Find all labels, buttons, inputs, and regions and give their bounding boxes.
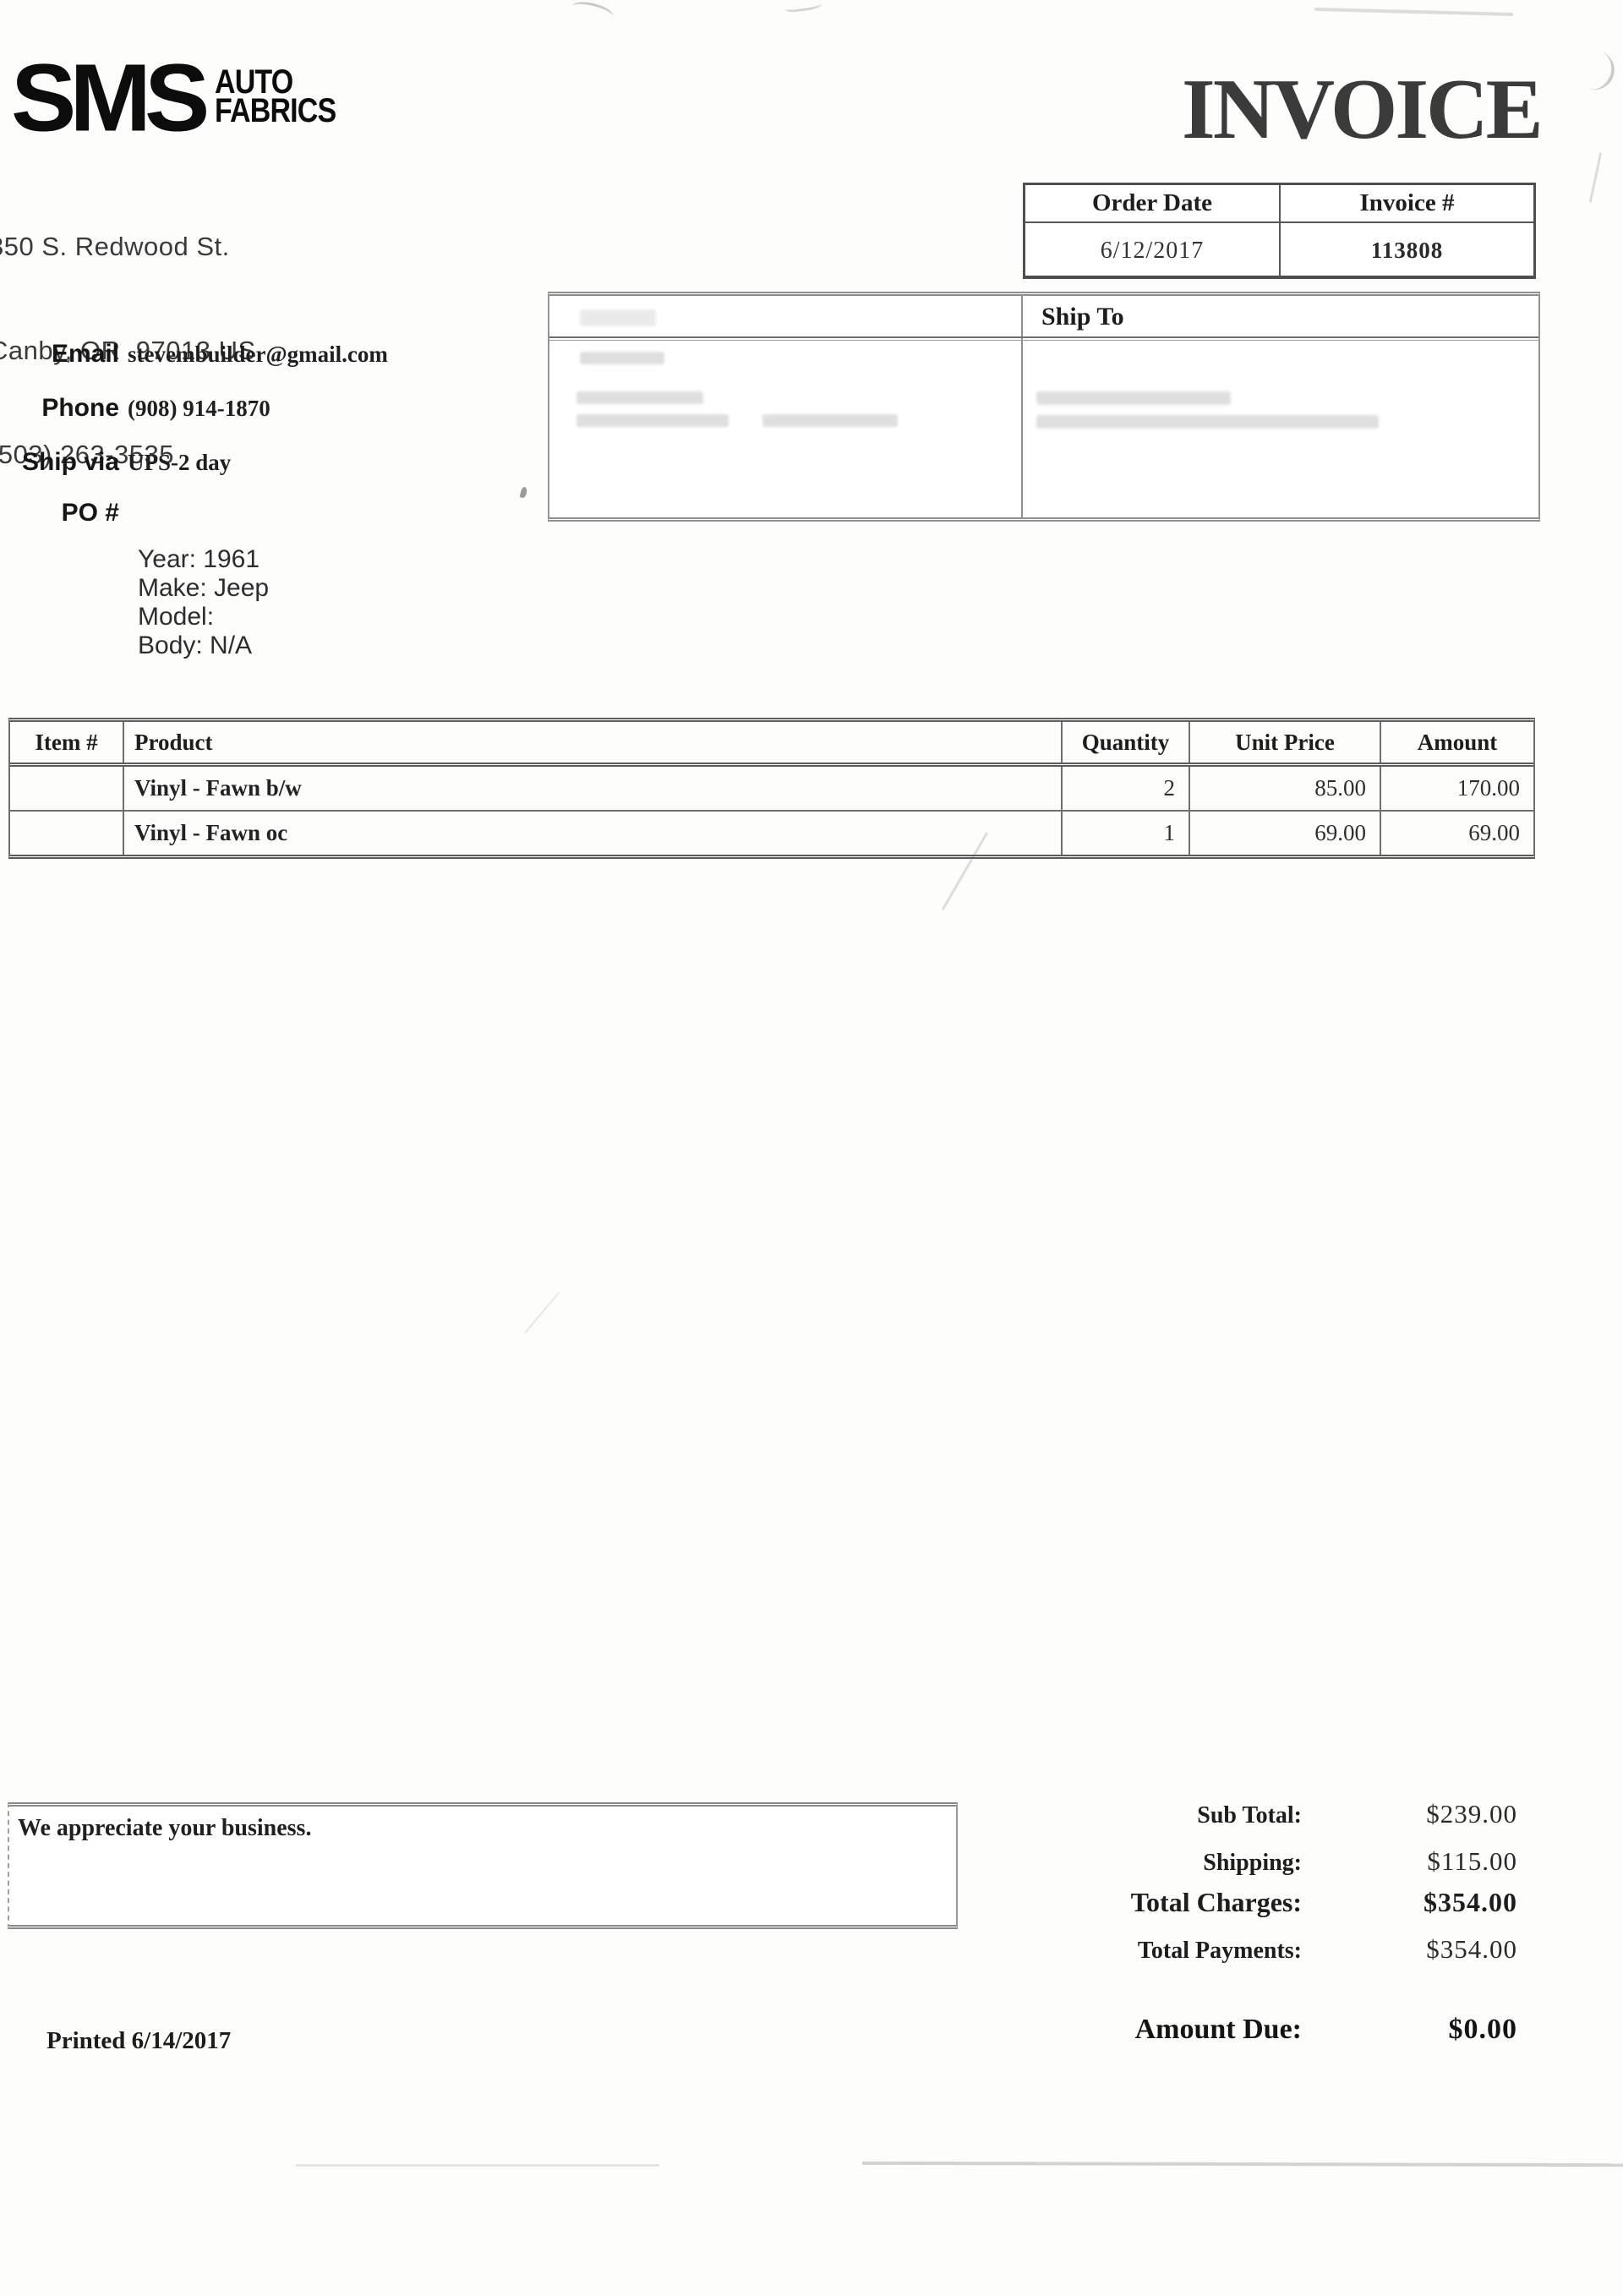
printed-date: Printed 6/14/2017 (46, 2027, 232, 2054)
ship-via-value: UPS-2 day (128, 450, 232, 475)
address-line-street: 350 S. Redwood St. (0, 232, 230, 261)
items-header-row: Item # Product Quantity Unit Price Amoun… (10, 722, 1533, 767)
phone-value: (908) 914-1870 (128, 396, 270, 421)
product-header: Product (124, 722, 1063, 763)
ship-to-box: Ship To (548, 292, 1540, 522)
redacted-text-smudge (577, 391, 703, 404)
table-row: Vinyl - Fawn b/w 2 85.00 170.00 (10, 767, 1533, 812)
customer-message-box: We appreciate your business. (8, 1802, 958, 1929)
vehicle-make: Make: Jeep (138, 574, 270, 602)
ship-to-header-rule (549, 336, 1538, 341)
invoice-title: INVOICE (1182, 62, 1544, 157)
scan-artifact-top-streak (1314, 7, 1514, 17)
unit-price-header: Unit Price (1190, 722, 1381, 763)
amount-due-value: $0.00 (1448, 2014, 1517, 2045)
ship-via-label: Ship via (21, 448, 119, 476)
order-date-value: 6/12/2017 (1025, 223, 1281, 278)
redacted-text-smudge (762, 414, 898, 427)
logo-sms-text: SMS (11, 43, 210, 151)
scan-artifact-right-edge (1588, 152, 1603, 203)
order-date-header: Order Date (1025, 185, 1281, 221)
contact-row-email: Email stevembuilder@gmail.com (0, 340, 388, 369)
total-payments-value: $354.00 (1426, 1934, 1517, 1964)
address-line-phone: (503) 263-3535 (0, 440, 174, 469)
company-address: 350 S. Redwood St. Canby, OR 97013 US (5… (0, 160, 256, 541)
scan-artifact-top-mark (784, 0, 822, 14)
redacted-text-smudge (1036, 415, 1379, 429)
item-number-cell (10, 767, 124, 810)
scan-artifact-top-squiggle (570, 0, 615, 25)
customer-message: We appreciate your business. (18, 1815, 312, 1841)
item-number-header: Item # (10, 722, 124, 763)
amount-due-label: Amount Due: (1134, 2014, 1302, 2045)
redacted-text-smudge (580, 352, 664, 364)
invoice-number-value: 113808 (1370, 238, 1444, 263)
scan-artifact-bottom-line (296, 2164, 659, 2167)
po-number-label: PO # (61, 499, 119, 527)
line-items-table: Item # Product Quantity Unit Price Amoun… (8, 718, 1535, 859)
logo-line-fabrics: FABRICS (215, 92, 336, 129)
shipping-value: $115.00 (1427, 1846, 1517, 1876)
unit-price-cell: 85.00 (1190, 767, 1381, 810)
scan-artifact-ink-speck (519, 486, 528, 499)
shipping-row: Shipping: $115.00 (926, 1846, 1517, 1877)
total-charges-value: $354.00 (1424, 1887, 1517, 1917)
order-info-value-row: 6/12/2017 113808 (1025, 223, 1533, 278)
scan-artifact-bottom-line (861, 2161, 1623, 2168)
item-number-cell (10, 812, 124, 855)
total-payments-row: Total Payments: $354.00 (926, 1934, 1517, 1965)
sub-total-label: Sub Total: (1197, 1802, 1302, 1829)
amount-cell: 170.00 (1456, 775, 1520, 801)
contact-row-phone: Phone (908) 914-1870 (0, 394, 270, 423)
invoice-number-header: Invoice # (1359, 189, 1455, 216)
company-logo: SMS AUTO FABRICS (11, 43, 358, 151)
sub-total-value: $239.00 (1426, 1799, 1517, 1829)
quantity-cell: 1 (1063, 812, 1190, 855)
amount-due-row: Amount Due: $0.00 (926, 2014, 1517, 2046)
order-info-table: Order Date Invoice # 6/12/2017 113808 (1023, 183, 1536, 279)
address-line-city: Canby, OR 97013 US (0, 336, 256, 365)
product-cell: Vinyl - Fawn oc (124, 812, 1063, 855)
redacted-text-smudge (1036, 391, 1231, 405)
phone-label: Phone (41, 394, 119, 422)
total-payments-label: Total Payments: (1137, 1938, 1302, 1964)
ship-to-label: Ship To (1041, 303, 1124, 331)
email-value: stevembuilder@gmail.com (128, 342, 388, 367)
amount-header: Amount (1417, 729, 1498, 755)
total-charges-row: Total Charges: $354.00 (926, 1887, 1517, 1918)
quantity-cell: 2 (1063, 767, 1190, 810)
contact-row-ship-via: Ship via UPS-2 day (0, 448, 231, 477)
table-row: Vinyl - Fawn oc 1 69.00 69.00 (10, 812, 1533, 855)
shipping-label: Shipping: (1203, 1850, 1302, 1876)
logo-line-auto: AUTO (215, 63, 293, 101)
sub-total-row: Sub Total: $239.00 (926, 1799, 1517, 1829)
total-charges-label: Total Charges: (1130, 1887, 1302, 1917)
logo-auto-fabrics-text: AUTO FABRICS (215, 63, 336, 129)
contact-row-po: PO # (0, 499, 119, 528)
amount-cell: 69.00 (1468, 820, 1520, 845)
quantity-header: Quantity (1063, 722, 1190, 763)
scan-artifact-crease (524, 1292, 560, 1334)
redacted-text-smudge (577, 414, 729, 427)
vehicle-body: Body: N/A (138, 631, 253, 659)
order-info-header-row: Order Date Invoice # (1025, 185, 1533, 223)
unit-price-cell: 69.00 (1190, 812, 1381, 855)
vehicle-year: Year: 1961 (138, 545, 260, 573)
redacted-text-smudge (580, 309, 656, 326)
vehicle-model: Model: (138, 603, 215, 631)
product-cell: Vinyl - Fawn b/w (124, 767, 1063, 810)
scan-artifact-corner-curl (1565, 43, 1620, 96)
ship-to-column-divider (1021, 296, 1023, 517)
vehicle-info: Year: 1961 Make: Jeep Model: Body: N/A (138, 545, 269, 660)
email-label: Email (51, 340, 119, 368)
